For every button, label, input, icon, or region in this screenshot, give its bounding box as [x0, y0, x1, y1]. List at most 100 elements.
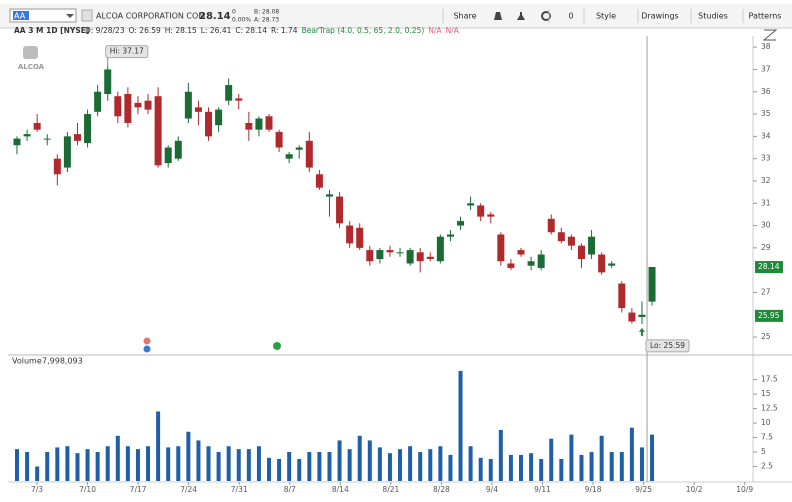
y-tick-label: 36 — [761, 87, 771, 96]
candle-body — [295, 147, 303, 150]
y-tick-label: 15 — [761, 389, 771, 398]
volume-bar — [508, 454, 513, 481]
x-tick-label: 9/4 — [486, 485, 498, 494]
volume-bar — [609, 452, 614, 481]
volume-bar — [307, 452, 312, 481]
volume-bar — [226, 446, 231, 481]
x-tick-label: 7/3 — [31, 485, 43, 494]
volume-bar — [146, 446, 151, 481]
volume-bar — [135, 449, 140, 481]
candle-body — [426, 256, 434, 260]
candle-body — [467, 203, 475, 206]
candle-body — [164, 147, 172, 164]
toolbar-button[interactable]: 0 — [568, 12, 573, 21]
candle-body — [507, 263, 515, 268]
volume-bar — [347, 449, 352, 481]
volume-bar — [428, 449, 433, 481]
beaker-icon[interactable] — [517, 12, 525, 20]
candle-body — [406, 250, 414, 264]
ask: A: 28.73 — [254, 17, 279, 24]
candle-body — [325, 194, 333, 197]
x-tick-label: 8/21 — [382, 485, 399, 494]
candle-body — [184, 91, 192, 119]
toolbar-button[interactable]: Drawings — [641, 12, 678, 21]
candle-body — [275, 131, 283, 148]
x-tick-label: 8/28 — [433, 485, 450, 494]
volume-bar — [166, 447, 171, 481]
y-tick-label: 17.5 — [761, 375, 778, 384]
candle-body — [285, 154, 293, 159]
candle-body — [84, 114, 92, 144]
y-tick-label: 7.5 — [761, 433, 773, 442]
event-icon[interactable] — [143, 345, 151, 353]
scale-icon[interactable] — [762, 29, 778, 41]
volume-bar — [458, 370, 463, 481]
y-tick-label: 38 — [761, 42, 771, 51]
candle-body — [154, 96, 162, 166]
lo-label: Lo: 25.59 — [650, 341, 685, 350]
volume-bar — [105, 446, 110, 481]
y-tick-label: 5 — [761, 447, 766, 456]
candle-body — [628, 312, 636, 322]
toolbar-button[interactable]: Share — [453, 12, 476, 21]
volume-bar — [15, 449, 19, 481]
x-tick-label: 9/18 — [585, 485, 602, 494]
event-icon[interactable] — [143, 337, 151, 345]
header-field: D: 9/28/23 — [85, 26, 125, 35]
volume-bar — [478, 457, 483, 481]
y-tick-label: 37 — [761, 64, 771, 73]
candle-body — [366, 250, 374, 262]
candle-body — [527, 261, 535, 266]
candle-body — [487, 214, 495, 217]
volume-bar — [367, 440, 372, 481]
volume-bar — [337, 440, 342, 481]
volume-bar — [639, 447, 644, 481]
header-field: R: 1.74 — [271, 26, 298, 35]
y-tick-label: 35 — [761, 109, 771, 118]
candle-body — [225, 85, 233, 101]
volume-bar — [398, 449, 403, 481]
volume-bar — [75, 453, 80, 481]
candle-body — [477, 205, 485, 217]
logo-icon — [23, 46, 38, 59]
volume-bar — [186, 431, 191, 481]
event-icon[interactable] — [273, 342, 281, 350]
header-field: N/A — [428, 26, 442, 35]
header-field: H: 28.15 — [165, 26, 197, 35]
candle-body — [638, 314, 646, 317]
flask-icon[interactable] — [494, 12, 502, 20]
volume-bar — [246, 449, 251, 481]
link-icon[interactable] — [81, 9, 93, 22]
volume-bar — [418, 452, 423, 481]
candle-body — [336, 196, 344, 224]
hi-label: Hi: 37.17 — [110, 47, 144, 56]
x-tick-label: 9/25 — [635, 485, 652, 494]
candle-body — [598, 254, 606, 273]
candle-body — [63, 136, 71, 168]
y-tick-label: 32 — [761, 176, 771, 185]
candle-body — [376, 250, 384, 260]
header-field: O: 26.59 — [129, 26, 161, 35]
gear-icon[interactable] — [541, 11, 551, 21]
candle-body — [13, 138, 21, 146]
toolbar-button[interactable]: Patterns — [749, 12, 782, 21]
volume-bar — [519, 454, 523, 481]
company: ALCOA CORPORATION COM — [96, 12, 205, 21]
toolbar-button[interactable]: Studies — [698, 12, 728, 21]
candle-body — [396, 252, 404, 254]
y-tick-label: 2.5 — [761, 462, 773, 471]
volume-bar — [35, 466, 40, 481]
candle-body — [124, 93, 132, 123]
volume-bar — [387, 453, 392, 481]
y-tick-label: 33 — [761, 154, 771, 163]
dropdown-arrow[interactable] — [66, 14, 74, 18]
volume-bar — [629, 427, 634, 481]
x-tick-label: 10/9 — [736, 485, 753, 494]
x-tick-label: 10/2 — [686, 485, 703, 494]
price-marker — [755, 261, 783, 274]
lo-label-box — [645, 339, 690, 353]
x-tick-label: 7/24 — [180, 485, 197, 494]
toolbar-button[interactable]: Style — [596, 12, 616, 21]
header-field: C: 28.14 — [235, 26, 267, 35]
